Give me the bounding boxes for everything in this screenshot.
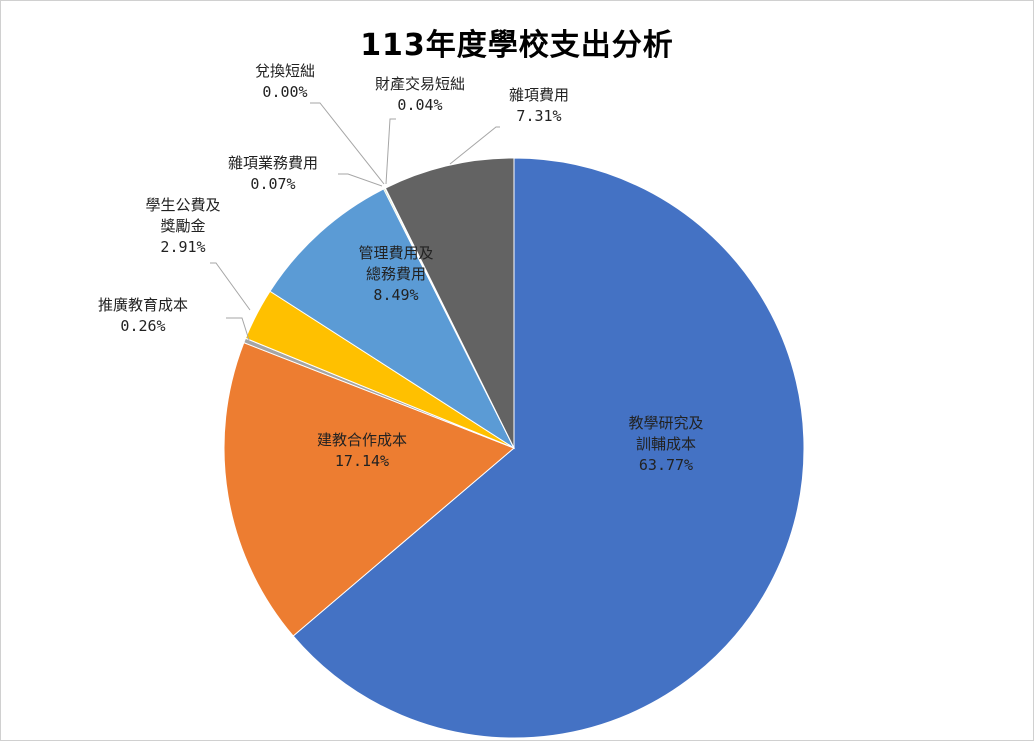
leader-line-7: [385, 118, 396, 185]
pie-slices: [223, 157, 805, 739]
pie-slice-0: [292, 157, 805, 739]
leader-lines: [210, 102, 500, 341]
slice-category-label-7: 財產交易短絀: [375, 75, 465, 93]
slice-value-label-6: 0.00%: [262, 83, 307, 101]
slice-value-label-8: 7.31%: [516, 107, 561, 125]
chart-title: 113年度學校支出分析: [360, 28, 674, 63]
slice-category-label-1: 建教合作成本: [317, 431, 407, 449]
leader-line-5: [338, 173, 383, 187]
slice-category-label-2: 推廣教育成本: [98, 296, 188, 314]
slice-value-label-0: 63.77%: [639, 456, 693, 474]
slice-value-label-3: 2.91%: [160, 238, 205, 256]
slice-value-label-1: 17.14%: [335, 452, 389, 470]
slice-value-label-2: 0.26%: [120, 317, 165, 335]
slice-category-label-0: 訓輔成本: [636, 435, 696, 453]
slice-category-label-3: 獎勵金: [160, 217, 205, 235]
slice-category-label-5: 雜項業務費用: [228, 154, 318, 172]
pie-slice-1: [223, 341, 515, 637]
slice-category-label-6: 兌換短絀: [255, 62, 315, 80]
slice-value-label-7: 0.04%: [397, 96, 442, 114]
slice-category-label-3: 學生公費及: [145, 196, 220, 214]
pie-slice-8: [384, 157, 515, 449]
slice-category-label-4: 管理費用及: [358, 244, 433, 262]
slice-category-label-8: 雜項費用: [509, 86, 569, 104]
slice-value-label-5: 0.07%: [250, 175, 295, 193]
slice-value-label-4: 8.49%: [373, 286, 418, 304]
slice-category-label-4: 總務費用: [366, 265, 426, 283]
leader-line-8: [449, 126, 500, 165]
leader-line-6: [310, 102, 385, 185]
slice-category-label-0: 教學研究及: [628, 414, 703, 432]
leader-line-3: [210, 262, 251, 311]
leader-line-2: [226, 317, 250, 341]
pie-slice-4: [269, 188, 516, 450]
